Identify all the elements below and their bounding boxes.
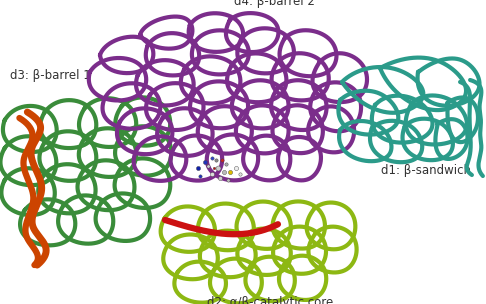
Text: d1: β-sandwich: d1: β-sandwich: [382, 164, 471, 177]
Text: d4: β-barrel 2: d4: β-barrel 2: [234, 0, 315, 8]
Text: d2: α/β-catalytic core: d2: α/β-catalytic core: [207, 296, 333, 304]
Text: d3: β-barrel 1: d3: β-barrel 1: [10, 70, 90, 82]
